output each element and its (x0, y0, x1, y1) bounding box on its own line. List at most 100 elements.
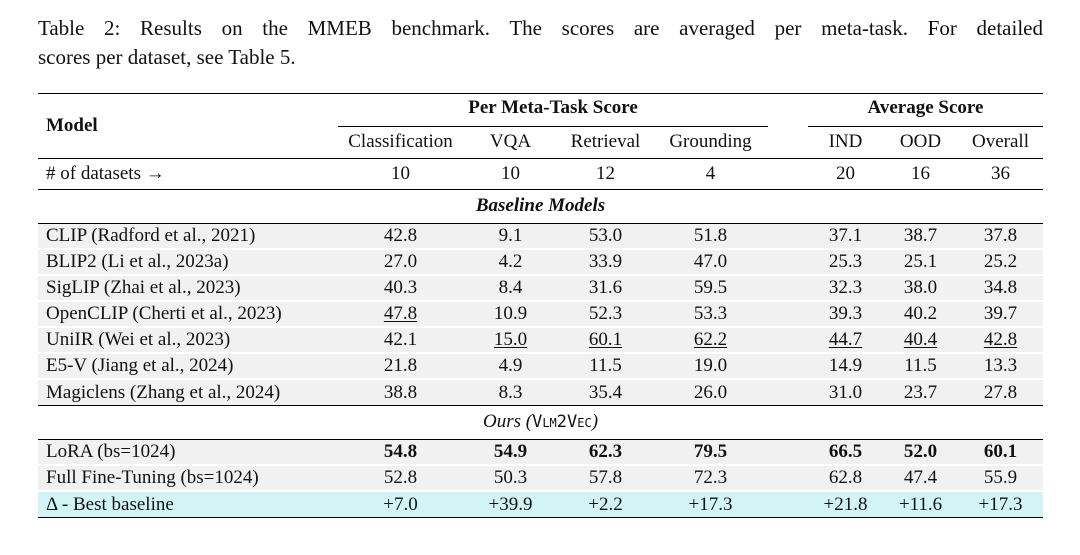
score-cell: 47.4 (883, 465, 958, 493)
header-group-row: Model Per Meta-Task Score Average Score (38, 92, 1043, 159)
score-cell: 39.7 (958, 301, 1043, 329)
datasets-count: 12 (558, 158, 653, 190)
score-cell: 42.1 (338, 327, 463, 355)
column-header-retrieval: Retrieval (558, 126, 653, 159)
column-header-grounding: Grounding (653, 126, 768, 159)
score-cell: +17.3 (653, 491, 768, 518)
score-cell: 40.2 (883, 301, 958, 329)
score-cell: 25.1 (883, 249, 958, 277)
score-cell: 34.8 (958, 275, 1043, 303)
score-cell: +21.8 (808, 491, 883, 518)
score-cell: 44.7 (808, 327, 883, 355)
score-cell: 39.3 (808, 301, 883, 329)
table-row-delta-best-baseline: Δ - Best baseline +7.0 +39.9 +2.2 +17.3 … (38, 491, 1043, 518)
column-gap (768, 353, 808, 381)
score-cell: 40.3 (338, 275, 463, 303)
column-gap (768, 439, 808, 467)
datasets-count: 10 (338, 158, 463, 190)
datasets-count-row: # of datasets → 10 10 12 4 20 16 36 (38, 158, 1043, 190)
score-cell: 72.3 (653, 465, 768, 493)
score-cell: 40.4 (883, 327, 958, 355)
column-header-classification: Classification (338, 126, 463, 159)
column-gap (768, 327, 808, 355)
score-cell: 37.8 (958, 223, 1043, 251)
score-cell: 8.4 (463, 275, 558, 303)
ours-section-title: Ours (Vlm2Vec) (38, 405, 1043, 440)
score-cell: 38.8 (338, 379, 463, 406)
score-cell: 52.8 (338, 465, 463, 493)
score-cell: 52.3 (558, 301, 653, 329)
column-gap (768, 223, 808, 251)
score-cell: 4.2 (463, 249, 558, 277)
model-cell: BLIP2 (Li et al., 2023a) (38, 249, 338, 277)
score-cell: 21.8 (338, 353, 463, 381)
model-cell: Full Fine-Tuning (bs=1024) (38, 465, 338, 493)
paper-page: Table 2: Results on the MMEB benchmark. … (38, 14, 1043, 518)
table-row-e5v: E5-V (Jiang et al., 2024) 21.8 4.9 11.5 … (38, 353, 1043, 381)
column-gap (768, 275, 808, 303)
model-cell: LoRA (bs=1024) (38, 439, 338, 467)
score-cell: 19.0 (653, 353, 768, 381)
score-cell: +11.6 (883, 491, 958, 518)
score-cell: 57.8 (558, 465, 653, 493)
table-row-siglip: SigLIP (Zhai et al., 2023) 40.3 8.4 31.6… (38, 275, 1043, 303)
column-header-vqa: VQA (463, 126, 558, 159)
score-cell: 9.1 (463, 223, 558, 251)
score-cell: 33.9 (558, 249, 653, 277)
score-cell: 25.3 (808, 249, 883, 277)
vlm2vec-model-name: Vlm2Vec (532, 412, 592, 433)
score-cell: +39.9 (463, 491, 558, 518)
score-cell: 54.8 (338, 439, 463, 467)
column-header-ood: OOD (883, 126, 958, 159)
column-header-overall: Overall (958, 126, 1043, 159)
table-row-openclip: OpenCLIP (Cherti et al., 2023) 47.8 10.9… (38, 301, 1043, 329)
results-table: Model Per Meta-Task Score Average Score … (38, 92, 1043, 518)
score-cell: 26.0 (653, 379, 768, 406)
score-cell: +17.3 (958, 491, 1043, 518)
table-caption: Table 2: Results on the MMEB benchmark. … (38, 14, 1043, 73)
header-columns-row: Classification VQA Retrieval Grounding I… (38, 126, 1043, 159)
score-cell: 25.2 (958, 249, 1043, 277)
table-row-clip: CLIP (Radford et al., 2021) 42.8 9.1 53.… (38, 223, 1043, 251)
score-cell: 53.3 (653, 301, 768, 329)
score-cell: 11.5 (558, 353, 653, 381)
table-row-lora: LoRA (bs=1024) 54.8 54.9 62.3 79.5 66.5 … (38, 439, 1043, 467)
score-cell: 14.9 (808, 353, 883, 381)
score-cell: 62.2 (653, 327, 768, 355)
score-cell: 23.7 (883, 379, 958, 406)
score-cell: 42.8 (958, 327, 1043, 355)
ours-title-prefix: Ours ( (482, 411, 533, 433)
baseline-section-header-row: Baseline Models (38, 189, 1043, 224)
column-gap (768, 465, 808, 493)
score-cell: 8.3 (463, 379, 558, 406)
model-cell: CLIP (Radford et al., 2021) (38, 223, 338, 251)
score-cell: 51.8 (653, 223, 768, 251)
column-gap (768, 158, 808, 190)
score-cell: 38.7 (883, 223, 958, 251)
score-cell: 62.3 (558, 439, 653, 467)
score-cell: 50.3 (463, 465, 558, 493)
ours-title-suffix: ) (591, 411, 599, 433)
score-cell: 10.9 (463, 301, 558, 329)
datasets-count: 10 (463, 158, 558, 190)
score-cell: 32.3 (808, 275, 883, 303)
score-cell: 27.0 (338, 249, 463, 277)
datasets-count: 4 (653, 158, 768, 190)
score-cell: +7.0 (338, 491, 463, 518)
score-cell: 60.1 (958, 439, 1043, 467)
ours-section-header-row: Ours (Vlm2Vec) (38, 405, 1043, 440)
score-cell: 52.0 (883, 439, 958, 467)
score-cell: 37.1 (808, 223, 883, 251)
score-cell: 66.5 (808, 439, 883, 467)
model-cell: Magiclens (Zhang et al., 2024) (38, 379, 338, 406)
caption-line-2: scores per dataset, see Table 5. (38, 45, 296, 70)
table-row-blip2: BLIP2 (Li et al., 2023a) 27.0 4.2 33.9 4… (38, 249, 1043, 277)
column-gap (768, 249, 808, 277)
score-cell: 11.5 (883, 353, 958, 381)
score-cell: 47.0 (653, 249, 768, 277)
table-row-magiclens: Magiclens (Zhang et al., 2024) 38.8 8.3 … (38, 379, 1043, 406)
score-cell: 38.0 (883, 275, 958, 303)
score-cell: 53.0 (558, 223, 653, 251)
score-cell: 62.8 (808, 465, 883, 493)
score-cell: 27.8 (958, 379, 1043, 406)
